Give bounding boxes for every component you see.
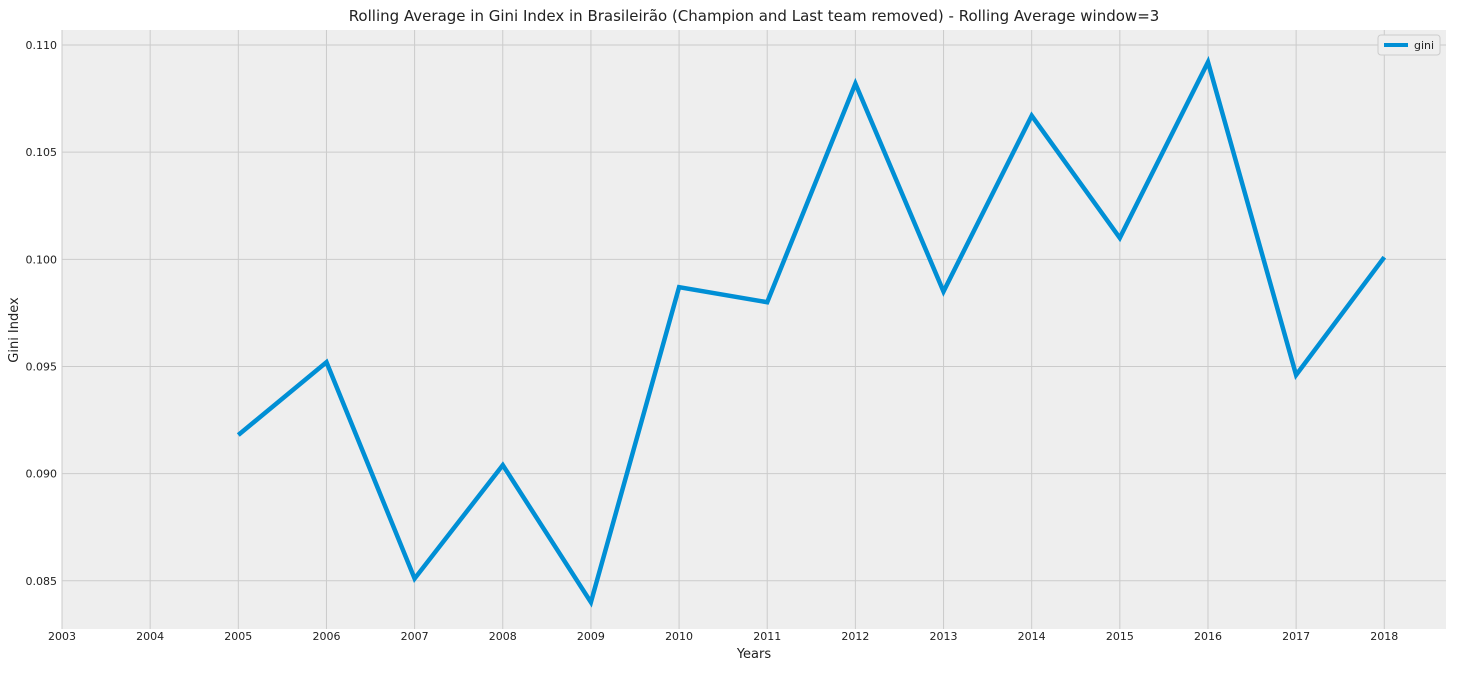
x-tick-label: 2009 — [577, 630, 605, 643]
x-tick-label: 2011 — [753, 630, 781, 643]
y-axis-label: Gini Index — [7, 297, 22, 363]
grid-lines — [61, 30, 1446, 629]
x-tick-label: 2014 — [1018, 630, 1046, 643]
x-tick-label: 2003 — [48, 630, 76, 643]
y-tick-label: 0.100 — [26, 253, 58, 266]
plot-area — [62, 30, 1446, 629]
x-tick-label: 2012 — [841, 630, 869, 643]
series-layer — [236, 55, 1387, 608]
x-tick-labels: 2003 2004 2005 2006 2007 2008 2009 2010 2011 2012… — [48, 630, 1398, 643]
x-tick-label: 2017 — [1282, 630, 1310, 643]
chart-title: Rolling Average in Gini Index in Brasile… — [349, 7, 1160, 25]
x-tick-label: 2013 — [930, 630, 958, 643]
x-tick-label: 2008 — [489, 630, 517, 643]
legend-label-gini: gini — [1414, 39, 1434, 52]
legend-box — [1377, 34, 1441, 56]
x-tick-label: 2018 — [1370, 630, 1398, 643]
x-tick-label: 2005 — [224, 630, 252, 643]
y-tick-label: 0.090 — [26, 468, 58, 481]
x-tick-label: 2016 — [1194, 630, 1222, 643]
y-tick-label: 0.110 — [26, 39, 58, 52]
x-tick-label: 2007 — [401, 630, 429, 643]
y-tick-label: 0.095 — [26, 360, 58, 373]
x-tick-label: 2004 — [136, 630, 164, 643]
y-tick-label: 0.085 — [26, 575, 58, 588]
legend: gini — [1377, 34, 1441, 56]
x-tick-label: 2010 — [665, 630, 693, 643]
x-tick-label: 2015 — [1106, 630, 1134, 643]
series-line-gini — [236, 55, 1387, 608]
x-axis-label: Years — [736, 647, 772, 662]
y-tick-labels: 0.085 0.090 0.095 0.100 0.105 0.110 — [26, 39, 58, 588]
x-tick-label: 2006 — [312, 630, 340, 643]
y-tick-label: 0.105 — [26, 146, 58, 159]
